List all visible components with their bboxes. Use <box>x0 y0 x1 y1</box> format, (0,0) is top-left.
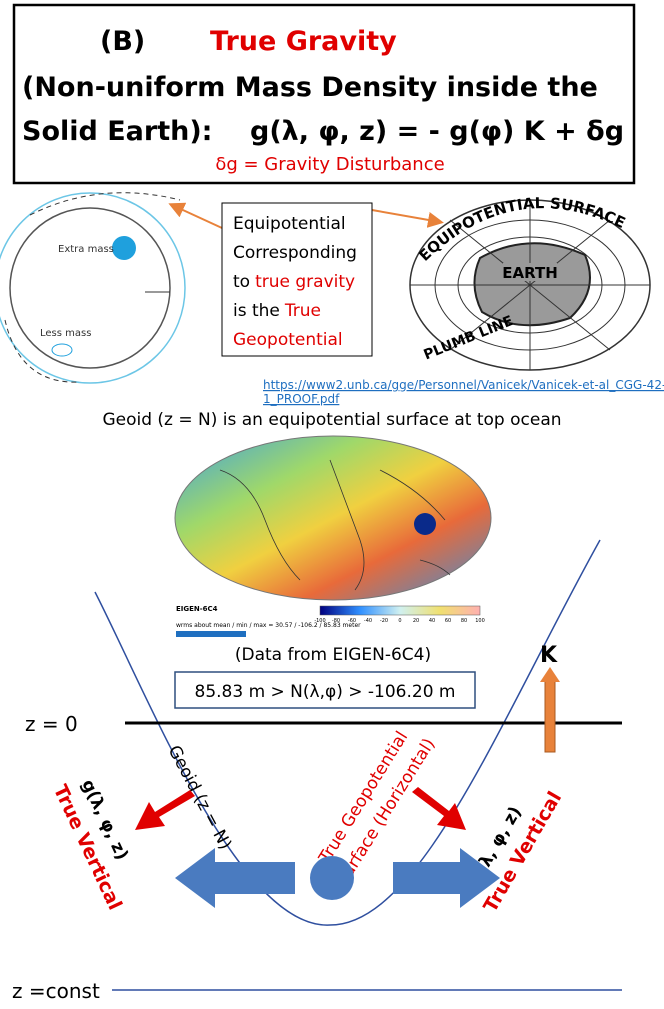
arrow <box>372 210 440 222</box>
geoid-label: Geoid (z = N) <box>164 742 236 853</box>
colorbar-tick: 60 <box>445 618 451 624</box>
colorbar-tick: -100 <box>314 618 325 624</box>
less-mass-blob <box>52 344 72 356</box>
zconst-label: z =const <box>12 979 100 1003</box>
k-label: K <box>540 643 558 668</box>
colorbar-tick: 40 <box>429 618 435 624</box>
extra-mass-blob <box>112 236 136 260</box>
header-line: (Non-uniform Mass Density inside the <box>22 72 598 103</box>
k-arrow <box>545 680 555 752</box>
earth-label: EARTH <box>502 264 558 282</box>
callout-text: to <box>233 272 250 292</box>
colorbar-tick: -60 <box>348 618 356 624</box>
label: Extra mass <box>58 244 114 255</box>
callout-highlight: Geopotential <box>233 330 343 350</box>
range: 85.83 m > N(λ,φ) > -106.20 m <box>195 682 456 702</box>
callout-text: Corresponding <box>233 243 357 263</box>
link[interactable]: https://www2.unb.ca/gge/Personnel/Vanice… <box>263 378 664 392</box>
equation: g(λ, φ, z) = - g(φ) K + δg <box>250 116 624 147</box>
inner-circle <box>10 208 170 368</box>
colorbar <box>320 606 480 615</box>
colorbar-tick: 20 <box>413 618 419 624</box>
header-label: (B) <box>100 26 145 57</box>
header-title: True Gravity <box>210 26 397 57</box>
colorbar-tick: -80 <box>332 618 340 624</box>
geoid-low <box>414 513 436 535</box>
outer-circle <box>0 193 185 383</box>
gravity-arrow <box>412 787 466 830</box>
geoid-caption: Geoid (z = N) is an equipotential surfac… <box>102 410 561 430</box>
blue-dot <box>310 856 354 900</box>
z0-label: z = 0 <box>25 712 78 736</box>
label: Less mass <box>40 328 91 339</box>
colorbar-tick: 0 <box>398 618 401 624</box>
data-source: (Data from EIGEN-6C4) <box>235 645 431 665</box>
callout-text: Equipotential <box>233 214 346 234</box>
header-subtitle: δg = Gravity Disturbance <box>215 154 444 175</box>
arrow <box>172 205 222 228</box>
colorbar-tick: -40 <box>364 618 372 624</box>
k-arrow-head <box>540 667 560 682</box>
map-title: EIGEN-6C4 <box>176 605 218 613</box>
slide: (B) True Gravity (Non-uniform Mass Densi… <box>0 0 664 1009</box>
colorbar-tick: 80 <box>461 618 467 624</box>
callout-text: is the <box>233 301 280 321</box>
earth <box>474 243 590 325</box>
gravity-arrow <box>135 790 195 830</box>
dashed-surface <box>30 193 180 215</box>
link[interactable]: 1_PROOF.pdf <box>263 392 340 406</box>
header-line: Solid Earth): <box>22 116 212 147</box>
callout-highlight: True <box>284 301 321 321</box>
colorbar-tick: -20 <box>380 618 388 624</box>
map-credit <box>176 631 246 637</box>
colorbar-tick: 100 <box>475 618 485 624</box>
callout-highlight: true gravity <box>255 272 355 292</box>
